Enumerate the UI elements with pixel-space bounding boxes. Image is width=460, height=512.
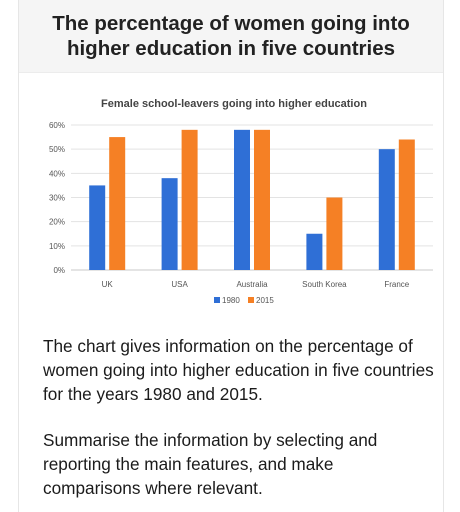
question-card: The percentage of women going into highe… [18,0,444,512]
bar-1980-uk [89,185,106,270]
chart-description: The chart gives information on the perce… [43,336,434,404]
x-tick-label: USA [171,280,188,289]
y-tick-label: 0% [53,266,65,275]
y-tick-label: 50% [49,145,65,154]
x-tick-label: UK [102,280,114,289]
task-instructions: Summarise the information by selecting a… [43,430,378,498]
bar-1980-australia [234,129,250,270]
legend-label-2015: 2015 [256,296,274,305]
y-tick-label: 10% [49,242,65,251]
bar-chart-svg: Female school-leavers going into higher … [49,98,433,305]
bar-2015-france [398,139,415,270]
x-tick-label: Australia [236,280,268,289]
bar-2015-uk [109,137,126,270]
bar-1980-usa [161,178,178,270]
bar-2015-usa [181,129,198,270]
y-tick-label: 20% [49,218,65,227]
legend-label-1980: 1980 [222,296,240,305]
title-banner: The percentage of women going into highe… [19,0,443,73]
legend-swatch-1980 [214,297,220,303]
chart-title: Female school-leavers going into higher … [101,98,367,110]
bar-1980-france [378,149,395,270]
bar-2015-south-korea [326,197,343,270]
y-tick-label: 40% [49,169,65,178]
x-tick-label: France [384,280,409,289]
bar-2015-australia [254,129,270,270]
legend-swatch-2015 [248,297,254,303]
page-title: The percentage of women going into highe… [52,12,410,60]
x-tick-label: South Korea [302,280,347,289]
y-tick-label: 60% [49,121,65,130]
bar-1980-south-korea [306,233,323,270]
bar-chart: Female school-leavers going into higher … [19,88,443,318]
y-tick-label: 30% [49,194,65,203]
